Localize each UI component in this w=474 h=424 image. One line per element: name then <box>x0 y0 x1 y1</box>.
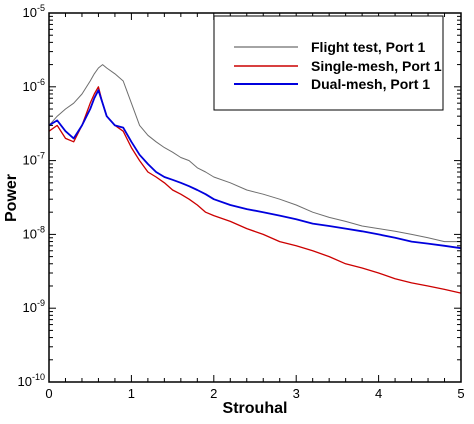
tick-labels-layer: 0 1 2 3 4 5 10-5 10-6 10-7 10-8 10-9 10-10 <box>18 3 465 401</box>
y-tick-label: 10-9 <box>23 298 45 315</box>
x-tick-label: 0 <box>45 386 52 401</box>
series-line-single-mesh-port-1 <box>48 86 462 294</box>
y-tick-label: 10-8 <box>23 224 45 241</box>
x-tick-label: 5 <box>457 386 464 401</box>
y-tick-label: 10-6 <box>23 77 45 94</box>
x-tick-label: 2 <box>210 386 217 401</box>
plot-frame <box>48 12 462 383</box>
y-tick-label: 10-7 <box>23 151 45 168</box>
y-axis-title: Power <box>3 174 20 222</box>
x-tick-label: 4 <box>375 386 382 401</box>
legend-label-dual-mesh: Dual-mesh, Port 1 <box>311 76 430 92</box>
series-line-flight-test-port-1 <box>48 64 461 243</box>
legend-label-single-mesh: Single-mesh, Port 1 <box>311 58 442 74</box>
series-layer <box>48 64 462 294</box>
x-tick-label: 3 <box>293 386 300 401</box>
legend: Flight test, Port 1 Single-mesh, Port 1 … <box>213 15 444 111</box>
y-tick-label: 10-10 <box>18 372 45 389</box>
legend-label-flight-test: Flight test, Port 1 <box>311 39 426 55</box>
y-tick-label: 10-5 <box>23 3 45 20</box>
series-line-dual-mesh-port-1 <box>48 89 462 250</box>
ticks-layer <box>48 12 462 383</box>
x-axis-title: Strouhal <box>223 400 288 417</box>
x-tick-label: 1 <box>128 386 135 401</box>
legend-box <box>213 15 444 111</box>
